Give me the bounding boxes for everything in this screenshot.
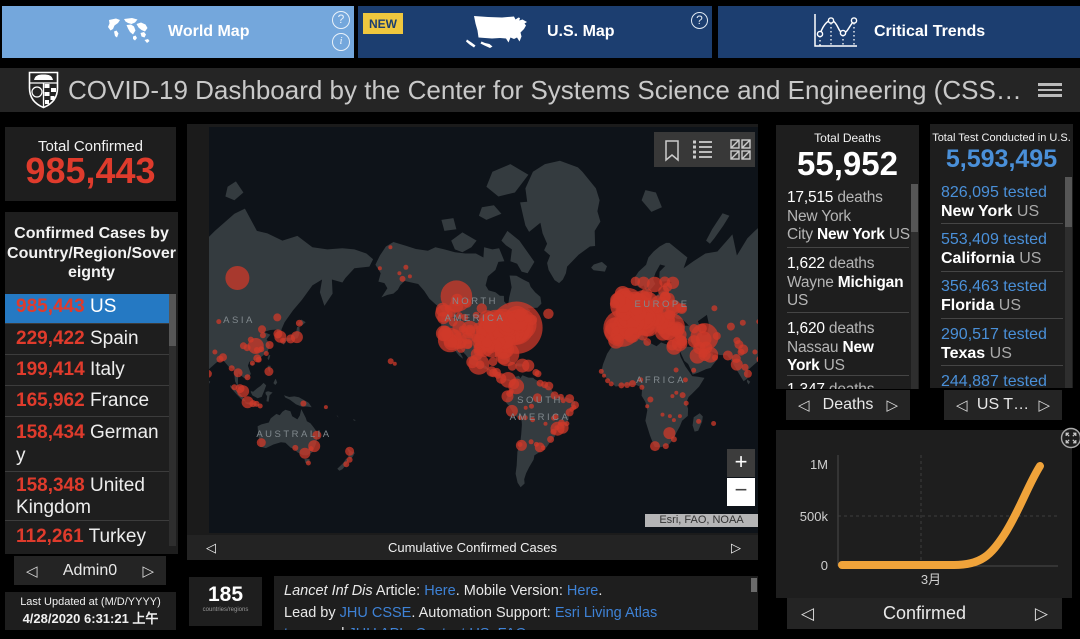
svg-text:EUROPE: EUROPE <box>634 299 689 310</box>
svg-text:500k: 500k <box>800 509 829 524</box>
svg-text:AUSTRALIA: AUSTRALIA <box>256 429 331 440</box>
svg-text:SOUTH: SOUTH <box>517 395 563 406</box>
svg-text:ASIA: ASIA <box>223 315 255 326</box>
svg-text:NORTH: NORTH <box>452 296 498 307</box>
svg-text:AMERICA: AMERICA <box>445 313 506 324</box>
svg-text:1M: 1M <box>810 457 828 472</box>
svg-text:0: 0 <box>821 558 828 573</box>
svg-text:AFRICA: AFRICA <box>636 375 686 386</box>
svg-text:AMERICA: AMERICA <box>510 412 571 423</box>
svg-text:3月: 3月 <box>921 572 941 587</box>
